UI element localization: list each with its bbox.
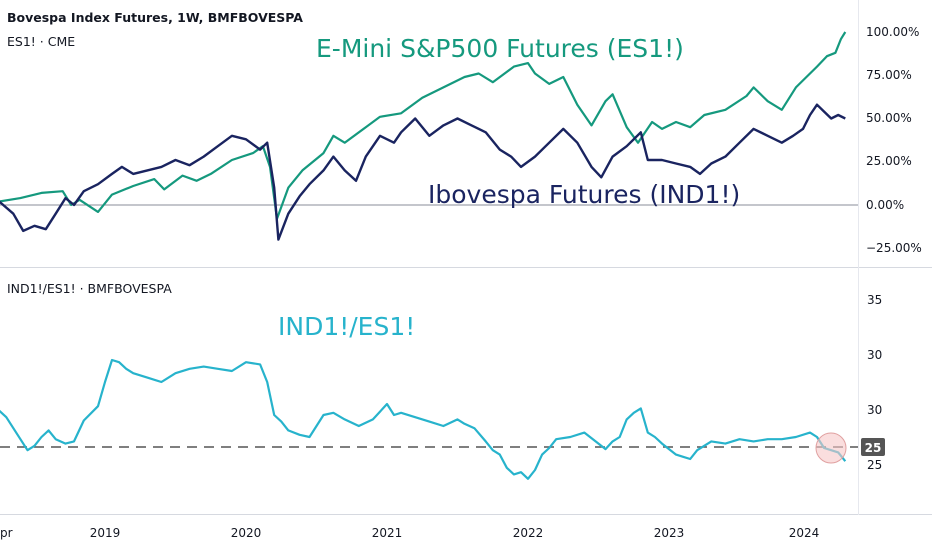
- y-tick-label: −25.00%: [866, 241, 922, 255]
- x-tick-label: 2019: [90, 526, 121, 540]
- y-tick-label: 35: [867, 293, 882, 307]
- y-tick-label: 100.00%: [866, 25, 919, 39]
- lower-series-group: [0, 358, 847, 480]
- upper-series-group: [0, 31, 847, 241]
- y-tick-label: 30: [867, 403, 882, 417]
- x-tick-label: 2024: [789, 526, 820, 540]
- y-tick-label: 25: [867, 458, 882, 472]
- y-tick-label: 25.00%: [866, 154, 912, 168]
- main-title: Bovespa Index Futures, 1W, BMFBOVESPA: [7, 10, 303, 25]
- x-tick-label: 2021: [372, 526, 403, 540]
- y-tick-label: 75.00%: [866, 68, 912, 82]
- x-tick-label: pr: [0, 526, 13, 540]
- ind-annotation: Ibovespa Futures (IND1!): [428, 180, 740, 209]
- x-tick-label: 2020: [231, 526, 262, 540]
- current-value-badge-text: 25: [865, 441, 882, 455]
- es-annotation: E-Mini S&P500 Futures (ES1!): [316, 34, 684, 63]
- es-series-line: [0, 31, 847, 220]
- y-tick-label: 50.00%: [866, 111, 912, 125]
- ratio-annotation: IND1!/ES1!: [278, 312, 415, 341]
- x-tick-label: 2022: [513, 526, 544, 540]
- y-tick-label: 0.00%: [866, 198, 904, 212]
- ind-series-line: [0, 103, 846, 241]
- x-tick-label: 2023: [654, 526, 685, 540]
- last-point-highlight: [815, 432, 847, 464]
- ratio-series-line: [0, 358, 847, 480]
- lower-pane-title: IND1!/ES1! · BMFBOVESPA: [7, 281, 172, 296]
- y-tick-label: 30: [867, 348, 882, 362]
- current-value-badge: [861, 438, 885, 456]
- compare-symbol: ES1! · CME: [7, 34, 75, 49]
